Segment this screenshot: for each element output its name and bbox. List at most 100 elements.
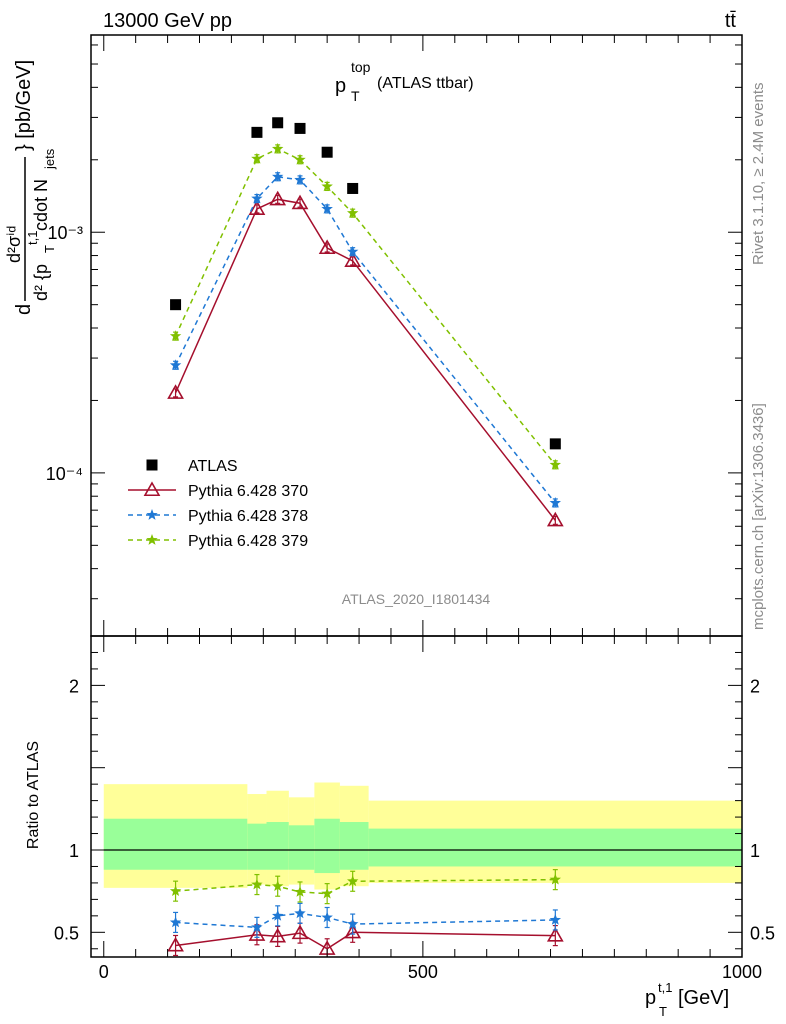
data-point [294,173,306,185]
title-rest-text: (ATLAS ttbar) [377,75,474,92]
ratio-point [272,880,284,892]
legend-label: Pythia 6.428 370 [188,483,308,500]
x-tick-label: 1000 [722,962,762,982]
data-point [347,245,359,257]
data-point [251,152,263,164]
ratio-series-2 [169,869,561,905]
data-point [272,170,284,182]
data-point [272,142,284,154]
legend-label: ATLAS [188,458,238,475]
ratio-point [251,878,263,890]
inner-band-segment [288,825,315,870]
legend-entry: Pythia 6.428 378 [128,508,308,525]
mcplots-label: mcplots.cern.ch [arXiv:1306.3436] [750,403,767,630]
ratio-point [294,907,306,919]
legend-entry: ATLAS [146,458,238,475]
title-main-text: p [335,75,346,97]
ratio-point [347,875,359,887]
ratio-line [175,931,556,950]
ratio-point [321,887,333,899]
ratio-y-tick-label: 0.5 [54,923,79,943]
data-point [170,299,182,311]
data-point [549,458,561,470]
xlabel-sub: T [659,1004,667,1019]
data-point [347,182,359,194]
data-point [318,239,336,255]
ratio-y-tick-label: 2 [69,676,79,696]
ratio-point [344,923,362,939]
data-point [321,180,333,192]
main-series-2 [169,170,561,508]
ratio-point [321,911,333,923]
ylabel-den-a: d² {p [31,264,51,301]
data-point [251,192,263,204]
data-point [167,384,184,399]
data-point [546,511,564,527]
ylabel-den-b: cdot N [31,179,51,231]
energy-label: 13000 GeV pp [103,10,232,32]
ylabel-d: d [13,304,35,315]
ylabel-den-sub2: jets [42,148,57,170]
series-line [174,175,556,504]
data-point [169,359,182,371]
legend-label: Pythia 6.428 379 [188,533,308,550]
data-point [294,153,306,165]
data-point [251,126,263,138]
ratio-point [546,926,564,942]
legend-entry: Pythia 6.428 379 [128,533,308,550]
rivet-label: Rivet 3.1.10, ≥ 2.4M events [750,83,767,266]
inner-band-segment [368,828,742,867]
data-point [347,207,359,218]
xlabel-rest: [GeV] [678,987,729,1009]
ratio-point [291,924,309,940]
main-plot [167,117,564,527]
xlabel: p t,1 T [GeV] [645,980,729,1019]
inner-band-segment [247,823,267,870]
data-point [549,438,561,450]
ratio-y-tick-label-right: 1 [750,841,760,861]
xlabel-sup: t,1 [658,980,672,995]
data-point [169,330,182,341]
y-tick-label: 10⁻² [47,0,83,3]
main-series-0 [170,117,561,450]
inner-band-segment [314,818,340,874]
legend-entry: Pythia 6.428 370 [128,481,308,500]
ratio-point [167,936,184,952]
y-tick-label: 10⁻⁴ [46,464,83,484]
data-point [269,190,287,206]
main-series-1 [167,190,564,527]
main-title: p top T (ATLAS ttbar) [335,59,474,104]
ratio-line [175,912,556,929]
ratio-point [248,926,266,941]
analysis-label: ATLAS_2020_I1801434 [342,591,491,607]
ratio-series-0 [167,921,564,957]
data-point [248,200,266,215]
xlabel-main: p [645,987,656,1009]
data-point [291,194,309,210]
ratio-y-tick-label: 1 [69,841,79,861]
ratio-y-tick-label-right: 0.5 [750,923,775,943]
ratio-point [347,918,359,929]
ylabel-numerator: d²σⁱᵈ [4,226,24,263]
legend-label: Pythia 6.428 378 [188,508,308,525]
title-sub-text: T [351,88,360,104]
main-ylabel: d d²σⁱᵈ d² {p t,1 T cdot N jets } [pb/Ge… [4,60,57,315]
ylabel-den-sup: t,1 [25,231,40,245]
ratio-point [549,914,561,925]
ylabel-den-sub: T [42,245,57,253]
ratio-ylabel: Ratio to ATLAS [25,741,42,849]
legend-marker [143,481,161,497]
ratio-point [272,909,284,921]
inner-band-segment [103,818,248,870]
axes: 10⁻⁴ 10⁻³ 10⁻² 0.5 0.5 1 1 2 2 0 500 1000 [46,0,775,982]
series-line [174,148,556,466]
data-point [272,117,284,129]
y-tick-label: 10⁻³ [47,223,83,243]
x-tick-label: 0 [99,962,109,982]
data-point [344,252,362,267]
data-point [321,146,333,158]
main-series-3 [169,142,561,470]
ratio-series-1 [169,902,561,938]
legend-marker [146,509,158,520]
